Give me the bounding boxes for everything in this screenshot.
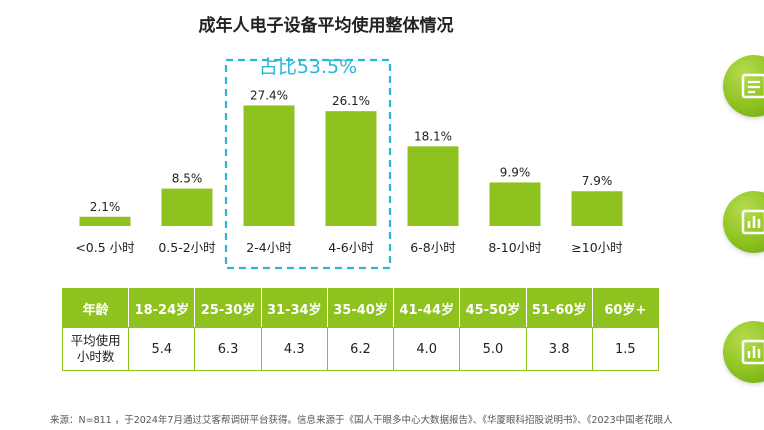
- header-age-group: 18-24岁: [128, 288, 196, 328]
- category-label: 0.5-2小时: [158, 240, 216, 255]
- header-age-group: 51-60岁: [525, 288, 593, 328]
- bar: [407, 146, 459, 226]
- category-label: <0.5 小时: [75, 240, 135, 255]
- bar: [489, 182, 541, 226]
- data-label: 8.5%: [172, 172, 203, 186]
- data-label: 26.1%: [332, 94, 370, 108]
- table-cell: 5.4: [128, 327, 196, 371]
- header-age-group: 41-44岁: [393, 288, 461, 328]
- header-age-group: 45-50岁: [459, 288, 527, 328]
- bar: [161, 188, 213, 226]
- bar-chart: 成年人电子设备平均使用整体情况 占比53.5% 2.1% <0.5 小时 8.5% 0…: [75, 15, 623, 270]
- header-age-group: 60岁+: [591, 288, 660, 328]
- row-label: 平均使用 小时数: [61, 327, 130, 371]
- header-age-label: 年龄: [61, 288, 130, 328]
- category-label: 2-4小时: [246, 240, 292, 255]
- header-age-group: 35-40岁: [326, 288, 395, 328]
- header-age-group: 31-34岁: [260, 288, 328, 328]
- table-header-row: 年龄 18-24岁 25-30岁 31-34岁 35-40岁 41-44岁 45-50岁 51…: [61, 288, 660, 328]
- row-label-line2: 小时数: [76, 349, 115, 364]
- table-cell: 1.5: [591, 327, 660, 371]
- category-label: 6-8小时: [410, 240, 456, 255]
- footnote: 来源：N=811 ，于2024年7月通过艾客帮调研平台获得。信息来源于《国人干眼…: [50, 415, 673, 426]
- highlight-label: 占比53.5%: [259, 56, 357, 78]
- category-label: 8-10小时: [488, 240, 542, 255]
- header-age-group: 25-30岁: [194, 288, 262, 328]
- table-cell: 3.8: [525, 327, 593, 371]
- row-label-line1: 平均使用: [70, 333, 121, 348]
- age-usage-table: 年龄 18-24岁 25-30岁 31-34岁 35-40岁 41-44岁 45-50岁 51…: [61, 288, 660, 371]
- data-label: 9.9%: [500, 165, 531, 179]
- chart-title: 成年人电子设备平均使用整体情况: [199, 15, 454, 36]
- document-icon[interactable]: [723, 55, 764, 117]
- data-label: 2.1%: [90, 200, 121, 214]
- bar: [325, 111, 377, 226]
- bar: [243, 105, 295, 226]
- data-label: 27.4%: [250, 88, 288, 102]
- category-label: 4-6小时: [328, 240, 374, 255]
- table-cell: 4.3: [260, 327, 328, 371]
- table-cell: 6.2: [326, 327, 395, 371]
- highlight-box: [224, 58, 392, 270]
- table-cell: 6.3: [194, 327, 262, 371]
- category-label: ≥10小时: [571, 240, 623, 255]
- table-cell: 4.0: [393, 327, 461, 371]
- chart-icon[interactable]: [723, 321, 764, 383]
- data-label: 7.9%: [582, 174, 613, 188]
- bar: [571, 191, 623, 226]
- data-label: 18.1%: [414, 129, 452, 143]
- table-row: 平均使用 小时数 5.4 6.3 4.3 6.2 4.0 5.0 3.8 1.5: [61, 327, 660, 371]
- bar: [79, 216, 131, 226]
- table-cell: 5.0: [459, 327, 527, 371]
